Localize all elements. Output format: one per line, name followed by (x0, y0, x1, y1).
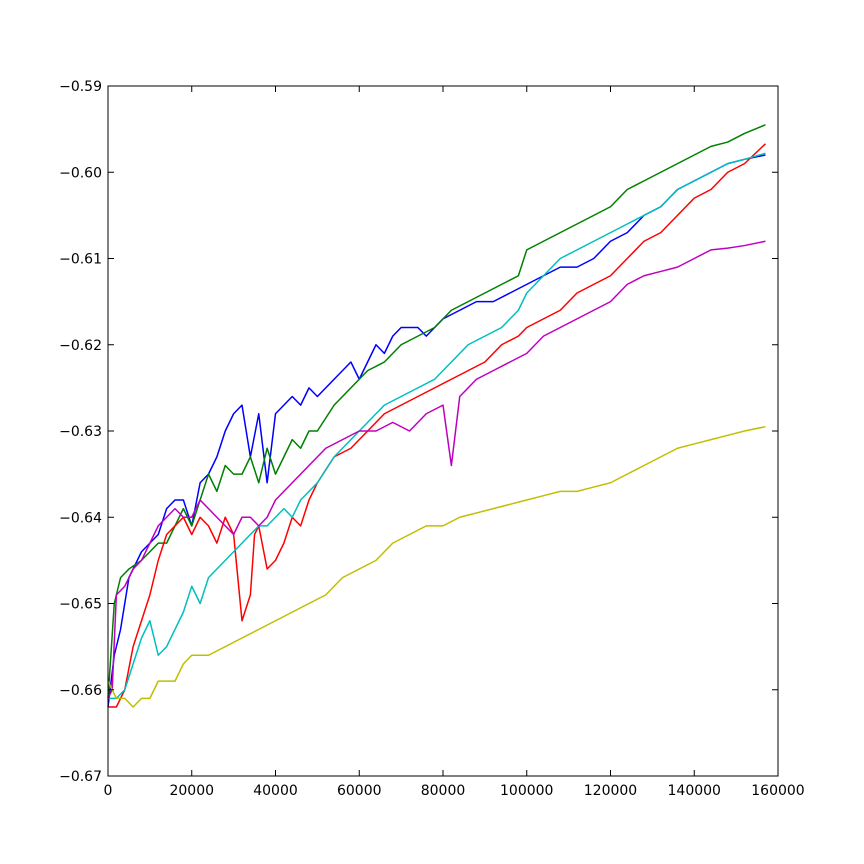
y-tick-label: −0.64 (59, 510, 102, 526)
x-tick-label: 40000 (253, 783, 298, 799)
y-tick-label: −0.62 (59, 338, 102, 354)
series-line-4 (108, 152, 766, 700)
y-tick-label: −0.63 (59, 424, 102, 440)
x-tick-label: 120000 (584, 783, 637, 799)
x-tick-label: 20000 (169, 783, 214, 799)
y-tick-label: −0.61 (59, 252, 102, 268)
x-tick-label: 0 (104, 783, 113, 799)
x-tick-label: 140000 (668, 783, 721, 799)
y-tick-label: −0.67 (59, 769, 102, 785)
x-tick-label: 100000 (500, 783, 553, 799)
tick-layer: 0 20000 40000 60000 80000 100000 120000 140000 1… (59, 79, 805, 799)
y-tick-label: −0.66 (59, 683, 102, 699)
x-tick-label: 60000 (337, 783, 382, 799)
y-tick-label: −0.59 (59, 79, 102, 95)
series-line-5 (107, 240, 766, 699)
y-tick-label: −0.65 (59, 597, 102, 613)
x-tick-label: 160000 (751, 783, 804, 799)
series-line-6 (107, 425, 766, 708)
x-tick-label: 80000 (421, 783, 466, 799)
y-tick-label: −0.60 (59, 165, 102, 181)
series-layer (107, 124, 766, 708)
